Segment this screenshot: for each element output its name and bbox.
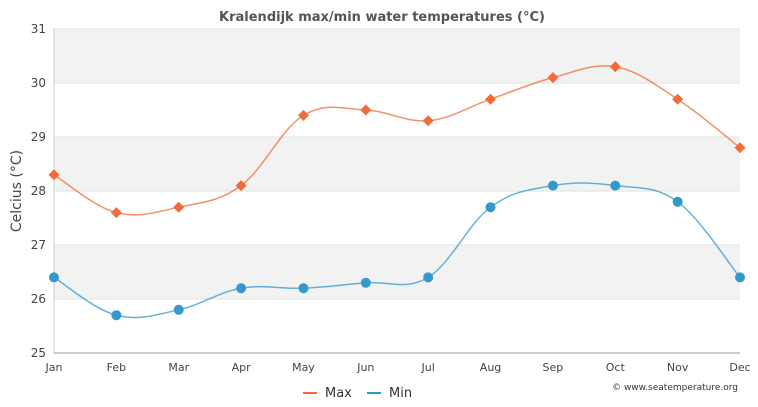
data-point-min[interactable]: [672, 196, 683, 207]
chart-title: Kralendijk max/min water temperatures (°…: [219, 10, 545, 25]
data-point-min[interactable]: [49, 272, 59, 283]
y-tick-label: 28: [31, 184, 46, 198]
x-tick-label: Aug: [480, 361, 501, 374]
data-point-max[interactable]: [609, 61, 621, 73]
data-point-max[interactable]: [734, 142, 746, 154]
x-axis-ticks: Jan Feb Mar Apr May Jun Jul Aug Sep Oct Nov Dec: [45, 361, 751, 374]
y-tick-label: 29: [31, 130, 46, 144]
x-tick-label: May: [292, 361, 315, 374]
y-axis-ticks: 25 26 27 28 29 30 31: [31, 22, 46, 360]
x-tick-label: Nov: [667, 361, 689, 374]
x-tick-label: Jan: [45, 361, 63, 374]
grid-band: [54, 29, 740, 83]
x-tick-label: Oct: [606, 361, 626, 374]
data-point-min[interactable]: [610, 180, 621, 191]
grid-band: [54, 137, 740, 191]
data-point-min[interactable]: [173, 304, 184, 315]
data-point-min[interactable]: [547, 180, 558, 191]
x-tick-label: Sep: [543, 361, 564, 374]
legend-max-label: Max: [325, 386, 352, 401]
data-point-max[interactable]: [110, 207, 122, 219]
series-group: [48, 61, 746, 321]
y-tick-label: 30: [31, 76, 46, 90]
grid-lines: [53, 28, 740, 354]
y-axis-label: Celcius (°C): [9, 150, 25, 232]
data-point-max[interactable]: [48, 169, 60, 181]
y-tick-label: 25: [31, 346, 46, 360]
data-point-max[interactable]: [297, 109, 309, 121]
grid-bands: [54, 29, 740, 299]
y-tick-label: 27: [31, 238, 46, 252]
data-point-max[interactable]: [173, 201, 185, 213]
data-point-max[interactable]: [672, 93, 684, 105]
source-credit: © www.seatemperature.org: [612, 383, 738, 393]
y-tick-label: 26: [31, 292, 46, 306]
data-point-min[interactable]: [360, 277, 371, 288]
series-line-min: [53, 182, 741, 319]
data-point-max[interactable]: [360, 104, 372, 116]
y-tick-label: 31: [31, 22, 46, 36]
x-tick-label: Jun: [356, 361, 374, 374]
series-line-max: [53, 65, 741, 216]
data-point-max[interactable]: [422, 115, 434, 127]
x-tick-label: Mar: [168, 361, 189, 374]
data-point-min[interactable]: [236, 283, 247, 294]
data-point-max[interactable]: [235, 180, 247, 192]
data-point-min[interactable]: [423, 272, 434, 283]
data-point-min[interactable]: [111, 310, 122, 321]
x-tick-label: Jul: [421, 361, 435, 374]
grid-band: [54, 245, 740, 299]
x-tick-label: Feb: [107, 361, 126, 374]
data-point-max[interactable]: [547, 72, 559, 84]
data-point-max[interactable]: [485, 93, 497, 105]
x-tick-label: Apr: [232, 361, 252, 374]
data-point-min[interactable]: [735, 272, 745, 283]
x-tick-label: Dec: [729, 361, 750, 374]
data-point-min[interactable]: [485, 202, 496, 213]
legend: Max Min: [303, 386, 412, 401]
data-point-min[interactable]: [298, 283, 309, 294]
legend-min-label: Min: [389, 386, 412, 401]
